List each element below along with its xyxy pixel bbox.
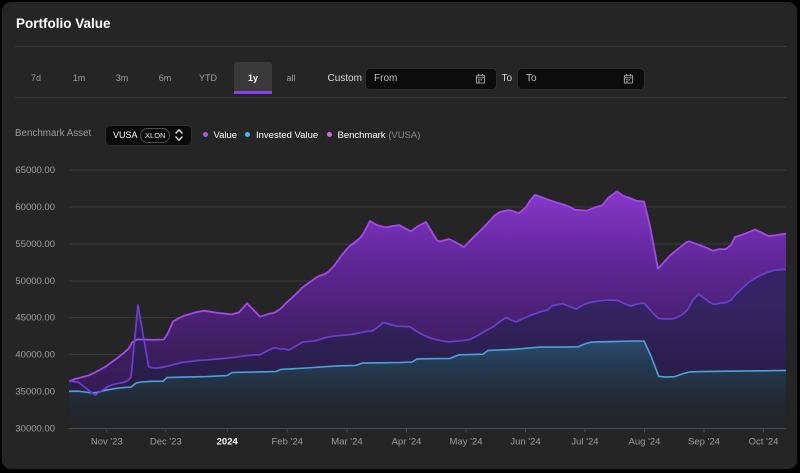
svg-text:Mar '24: Mar '24 <box>331 437 362 448</box>
svg-text:May '24: May '24 <box>450 437 483 448</box>
svg-text:55000.00: 55000.00 <box>15 239 55 250</box>
svg-text:Aug '24: Aug '24 <box>629 437 661 448</box>
svg-text:Jun '24: Jun '24 <box>510 437 540 448</box>
svg-text:65000.00: 65000.00 <box>15 165 55 176</box>
svg-text:Jul '24: Jul '24 <box>571 437 598 448</box>
svg-text:Nov '23: Nov '23 <box>91 437 123 448</box>
svg-text:40000.00: 40000.00 <box>15 350 55 361</box>
svg-text:60000.00: 60000.00 <box>15 202 55 213</box>
svg-text:Dec '23: Dec '23 <box>150 437 182 448</box>
svg-text:35000.00: 35000.00 <box>15 387 55 398</box>
svg-text:50000.00: 50000.00 <box>15 276 55 287</box>
svg-text:45000.00: 45000.00 <box>15 313 55 324</box>
svg-text:Feb '24: Feb '24 <box>272 437 303 448</box>
svg-text:Sep '24: Sep '24 <box>688 437 720 448</box>
svg-text:2024: 2024 <box>217 437 239 448</box>
svg-text:Apr '24: Apr '24 <box>392 437 422 448</box>
svg-text:30000.00: 30000.00 <box>15 424 55 435</box>
svg-text:Oct '24: Oct '24 <box>749 437 779 448</box>
